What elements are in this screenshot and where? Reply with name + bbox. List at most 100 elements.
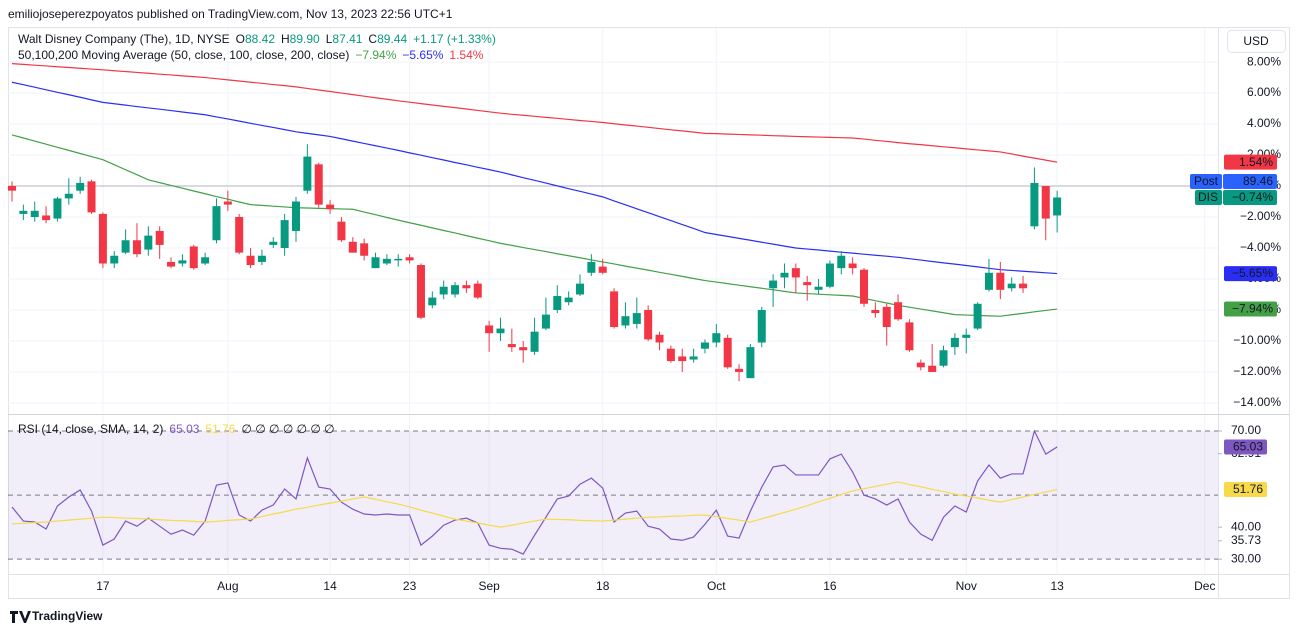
candle-body [1019, 283, 1028, 289]
y-tick-label: −2.00% [1240, 209, 1281, 223]
candle-body [939, 350, 948, 366]
candle-body [871, 309, 880, 314]
x-tick-label: Sep [478, 579, 500, 593]
legend-main: Walt Disney Company (The), 1D, NYSE O88.4… [18, 32, 496, 46]
legend-item: +1.17 (+1.33%) [413, 32, 496, 46]
x-tick-label: Nov [956, 579, 977, 593]
post-tag-label-box [1190, 173, 1222, 189]
candle-body [984, 272, 993, 290]
published-line: emiliojoseperezpoyatos published on Trad… [8, 7, 453, 21]
legend-item: L [326, 32, 333, 46]
candle-body [598, 266, 607, 273]
candle-body [553, 296, 562, 310]
candle-body [825, 263, 834, 287]
candle-body [360, 243, 369, 256]
candle-body [1007, 283, 1016, 289]
x-tick-label: Oct [707, 579, 726, 593]
moving-average-line [11, 81, 1058, 275]
legend-item: 51.76 [205, 422, 235, 436]
candle-body [723, 337, 732, 368]
candle-body [405, 257, 414, 261]
currency-label[interactable]: USD [1243, 34, 1269, 48]
candle-body [485, 325, 494, 334]
candle-body [1041, 186, 1050, 219]
x-tick-label: 16 [823, 579, 837, 593]
candle-body [1030, 182, 1039, 227]
candle-body [735, 368, 744, 372]
candle-body [905, 322, 914, 351]
y-tick-label: −12.00% [1233, 364, 1281, 378]
candle-body [19, 210, 28, 214]
candle-body [644, 309, 653, 340]
legend-item: 88.42 [245, 32, 275, 46]
x-tick-label: 17 [96, 579, 110, 593]
ma-tag-box [1224, 154, 1277, 170]
ma-tag: −7.94% [1232, 302, 1273, 316]
symbol-tag-label: DIS [1198, 190, 1218, 204]
ma-tag-box [1224, 301, 1277, 317]
legend-item: −5.65% [402, 48, 443, 62]
currency-button-box[interactable] [1227, 30, 1286, 53]
candle-body [235, 217, 244, 253]
x-tick-label: 13 [1050, 579, 1064, 593]
legend-item: O [236, 32, 245, 46]
x-tick-label: 18 [596, 579, 610, 593]
candle-body [541, 314, 550, 329]
candle-body [564, 297, 573, 303]
candle-body [371, 257, 380, 269]
candle-body [587, 261, 596, 273]
candle-body [689, 356, 698, 360]
footer-logo: TradingView [10, 609, 103, 623]
candle-body [348, 241, 357, 253]
candle-body [462, 285, 471, 289]
candle-body [973, 303, 982, 329]
candle-body [632, 313, 641, 324]
candle-body [814, 286, 823, 290]
post-tag-label: Post [1194, 174, 1219, 188]
candle-body [132, 240, 141, 255]
moving-average-line [11, 134, 1058, 317]
y-tick-label: 30.00 [1231, 551, 1261, 565]
candle-body [326, 204, 335, 210]
candle-body [223, 201, 232, 205]
candle-body [382, 258, 391, 264]
currency-button[interactable]: USD [1227, 30, 1286, 53]
post-tag-value-box [1223, 173, 1277, 189]
legend-item: 1.54% [449, 48, 483, 62]
candle-body [996, 272, 1005, 290]
x-tick-label: 23 [403, 579, 417, 593]
rsi-line [11, 481, 1058, 528]
y-tick-label: 6.00% [1247, 85, 1281, 99]
legend-item: H [281, 32, 290, 46]
candle-body [473, 283, 482, 298]
candle-body [144, 235, 153, 250]
candle-body [394, 258, 403, 261]
candle-body [1053, 197, 1062, 216]
candle-body [8, 186, 16, 191]
candle-body [610, 291, 619, 328]
candle-body [280, 220, 289, 248]
y-tick-label: −4.00% [1240, 240, 1281, 254]
legend-item: Walt Disney Company (The), 1D, NYSE [18, 32, 230, 46]
candle-body [576, 283, 584, 295]
candle-body [64, 193, 73, 199]
candle-body [519, 347, 528, 351]
candle-body [201, 257, 210, 264]
candle-body [416, 265, 425, 318]
candle-body [791, 268, 800, 278]
candle-body [882, 306, 891, 328]
candle-body [769, 280, 778, 289]
candle-body [655, 334, 664, 343]
frame [8, 27, 1290, 599]
candle-body [42, 215, 51, 221]
candle-body [178, 260, 187, 264]
legend-item: 50,100,200 Moving Average (50, close, 10… [18, 48, 349, 62]
candle-body [212, 206, 221, 241]
candle-body [30, 210, 39, 218]
candle-body [928, 365, 937, 372]
y-tick-label: 70.00 [1231, 423, 1261, 437]
legend-ma: 50,100,200 Moving Average (50, close, 10… [18, 48, 484, 62]
y-tick-label: 8.00% [1247, 54, 1281, 68]
candle-body [269, 241, 278, 245]
